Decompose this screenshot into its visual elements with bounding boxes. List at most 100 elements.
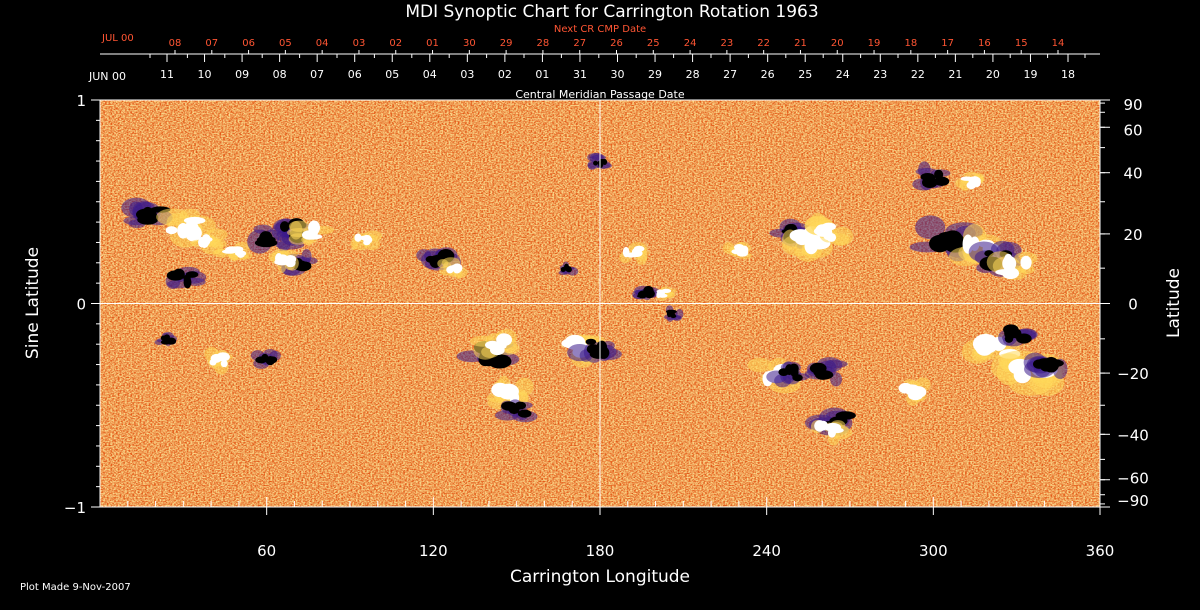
next-cmp-date-label: 19: [868, 38, 881, 49]
next-cmp-date-label: 26: [610, 38, 623, 49]
cmp-date-ticks: 11 10 09 08 07 06 05 04 03 02 01 31 30 29 28 27 26 25 24 23…: [149, 54, 1086, 81]
cmp-date-label: 31: [573, 68, 587, 81]
next-cmp-date-label: 03: [353, 38, 366, 49]
y-right-tick-label: 90: [1123, 96, 1142, 114]
negative-polarity-region: [558, 261, 579, 276]
negative-polarity-region: [912, 161, 951, 191]
next-cmp-date-label: 20: [831, 38, 844, 49]
region-core-blob: [670, 314, 677, 319]
region-core-blob: [560, 267, 566, 272]
positive-polarity-region: [781, 221, 834, 262]
x-tick-label: 120: [419, 542, 448, 560]
region-core-blob: [451, 263, 463, 273]
region-core-blob: [160, 339, 171, 345]
next-cmp-date-label: 27: [573, 38, 586, 49]
y-right-tick-label: −40: [1117, 426, 1149, 444]
cmp-date-label: 25: [798, 68, 812, 81]
cmp-date-label: 23: [873, 68, 887, 81]
cmp-date-label: 04: [423, 68, 437, 81]
region-core-blob: [255, 356, 267, 364]
cmp-date-label: 01: [535, 68, 549, 81]
region-core-blob: [166, 270, 185, 281]
region-core-blob: [202, 236, 213, 242]
next-cmp-date-label: 17: [941, 38, 954, 49]
cmp-date-label: 18: [1061, 68, 1075, 81]
cmp-date-label: 08: [273, 68, 287, 81]
region-core-blob: [184, 220, 199, 237]
next-cmp-date-label: 04: [316, 38, 329, 49]
positive-polarity-region: [268, 249, 299, 273]
y-axis-label-right: Latitude: [1164, 268, 1184, 338]
region-core-blob: [1020, 255, 1032, 270]
region-core-blob: [259, 231, 273, 246]
next-cmp-date-label: 18: [904, 38, 917, 49]
positive-polarity-region: [156, 208, 216, 248]
positive-polarity-region: [470, 329, 520, 360]
cmp-date-label: 26: [761, 68, 775, 81]
region-core-blob: [1016, 333, 1032, 344]
cmp-date-label: 21: [948, 68, 962, 81]
x-axis-label: Carrington Longitude: [510, 567, 690, 587]
cmp-date-label: 24: [836, 68, 850, 81]
positive-polarity-region: [437, 257, 468, 280]
next-cmp-date-label: 23: [721, 38, 734, 49]
region-core-blob: [898, 382, 913, 394]
chart-title: MDI Synoptic Chart for Carrington Rotati…: [405, 2, 818, 22]
axes: 60 120 180 240 300 360 1 0 −1 90 60 40 20 0 −20 −40 −60 −…: [64, 92, 1149, 560]
region-core-blob: [585, 338, 597, 345]
region-core-blob: [593, 160, 598, 166]
next-cmp-date-label: 06: [242, 38, 255, 49]
region-core-blob: [934, 169, 944, 180]
region-core-blob: [824, 422, 842, 432]
next-cmp-date-label: 14: [1052, 38, 1065, 49]
region-core-blob: [666, 309, 672, 318]
region-core-blob: [975, 334, 996, 351]
region-core-blob: [598, 160, 604, 168]
negative-polarity-region: [998, 324, 1038, 347]
region-core-blob: [813, 370, 823, 376]
cmp-month-label: JUN 00: [88, 70, 126, 83]
negative-polarity-region: [495, 399, 538, 423]
region-core-blob: [163, 334, 170, 340]
next-cmp-date-label: 15: [1015, 38, 1028, 49]
region-core-blob: [566, 267, 572, 273]
y-right-tick-label: −20: [1117, 365, 1149, 383]
positive-polarity-region: [722, 242, 752, 260]
y-right-tick-label: −90: [1117, 492, 1149, 510]
next-cmp-date-label: 16: [978, 38, 991, 49]
y-left-tick-label: 0: [76, 296, 86, 314]
region-core-blob: [503, 402, 517, 409]
positive-polarity-region: [656, 286, 677, 301]
negative-polarity-region: [165, 266, 207, 290]
cmp-date-label: 19: [1023, 68, 1037, 81]
region-core-blob: [364, 236, 373, 244]
y-right-tick-label: 0: [1128, 296, 1138, 314]
region-core-blob: [835, 411, 856, 420]
region-core-blob: [514, 401, 527, 410]
x-tick-label: 60: [257, 542, 276, 560]
region-core-blob: [425, 255, 436, 263]
negative-polarity-region: [804, 357, 848, 387]
region-core-blob: [969, 176, 980, 186]
y-axis-label-left: Sine Latitude: [23, 247, 43, 359]
cmp-date-label: 22: [911, 68, 925, 81]
next-cmp-date-label: 07: [205, 38, 218, 49]
cmp-date-label: 07: [310, 68, 324, 81]
region-core-blob: [938, 231, 960, 241]
region-core-blob: [236, 252, 245, 258]
region-core-blob: [633, 245, 645, 252]
y-left-tick-label: 1: [76, 92, 86, 110]
y-right-tick-label: −60: [1117, 470, 1149, 488]
negative-polarity-region: [250, 348, 281, 369]
next-cmp-date-label: 28: [537, 38, 550, 49]
next-cmp-date-label: 01: [426, 38, 439, 49]
region-halo-blob: [819, 359, 848, 369]
region-core-blob: [277, 254, 288, 262]
next-cmp-date-label: 30: [463, 38, 476, 49]
region-halo-blob: [915, 215, 946, 240]
x-tick-label: 240: [752, 542, 781, 560]
x-tick-label: 180: [586, 542, 615, 560]
region-core-blob: [741, 245, 749, 255]
region-halo-blob: [774, 374, 791, 388]
region-core-blob: [487, 343, 507, 350]
